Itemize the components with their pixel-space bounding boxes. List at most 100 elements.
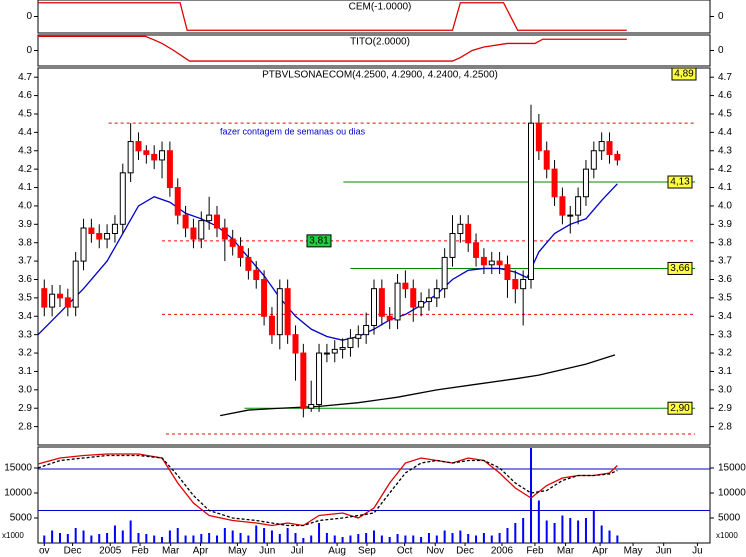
y-tick-label-right: 4.0: [718, 201, 732, 212]
volume-bar: [435, 535, 438, 543]
candle-body: [229, 238, 236, 247]
candle-body: [496, 260, 503, 266]
candle-body: [72, 260, 79, 308]
volume-bar: [129, 520, 132, 543]
volume-bar: [561, 515, 564, 543]
unit-label: x1000: [2, 531, 24, 540]
volume-bar: [608, 530, 611, 543]
candle-body: [386, 315, 393, 321]
moving-average: [220, 354, 616, 417]
candle-body: [363, 324, 370, 336]
candle-body: [261, 278, 268, 317]
candle-body: [64, 297, 71, 308]
volume-bar: [569, 518, 572, 543]
volume-bar: [545, 520, 548, 543]
x-tick-label: May: [624, 546, 643, 557]
candle-body: [300, 352, 307, 409]
x-tick-label: Apr: [193, 546, 209, 557]
level-label-box: [306, 234, 332, 248]
x-tick-label: Feb: [526, 546, 544, 557]
candle-body: [49, 293, 56, 308]
candle-body: [449, 233, 456, 258]
candle-body: [339, 347, 346, 350]
candle-body: [433, 288, 440, 299]
y-tick-label-right: 4.7: [718, 72, 732, 83]
volume-bar: [522, 518, 525, 543]
y-tick-label: 3.3: [18, 329, 32, 340]
volume-bar: [231, 530, 234, 543]
candle-body: [41, 288, 48, 308]
volume-bar: [161, 537, 164, 543]
y-tick-label: 4.7: [18, 72, 32, 83]
volume-bar: [506, 528, 509, 543]
y-tick-label-right: 15000: [718, 463, 746, 474]
candle-body: [488, 260, 495, 266]
y-tick-label-right: 2.8: [718, 421, 732, 432]
x-tick-label: Dec: [64, 546, 82, 557]
x-tick-label: Oct: [397, 546, 413, 557]
y-tick-label: 4.1: [18, 182, 32, 193]
volume-bar: [365, 533, 368, 543]
candle-body: [127, 141, 134, 174]
top-label: 4,89: [674, 69, 694, 80]
y-tick-label: 4.2: [18, 164, 32, 175]
x-tick-label: Apr: [592, 546, 608, 557]
volume-bar: [215, 535, 218, 543]
y-tick-label: 3.1: [18, 366, 32, 377]
volume-bar: [208, 533, 211, 543]
x-tick-label: Ju: [692, 546, 703, 557]
volume-bar: [443, 530, 446, 543]
y-tick-label: 3.2: [18, 348, 32, 359]
unit-label-right: x1000: [716, 531, 738, 540]
volume-bar: [302, 538, 305, 543]
volume-bar: [404, 535, 407, 543]
y-tick-label: 3.5: [18, 293, 32, 304]
volume-bar: [396, 534, 399, 543]
y-tick-label: 0: [26, 11, 32, 22]
volume-bar: [341, 537, 344, 543]
candle-body: [206, 214, 213, 222]
y-tick-label: 3.8: [18, 237, 32, 248]
volume-bar: [294, 533, 297, 543]
candle-body: [473, 242, 480, 258]
volume-bar: [537, 500, 540, 543]
y-tick-label-right: 3.1: [718, 366, 732, 377]
volume-bar: [498, 533, 501, 543]
level-label: 2,90: [670, 403, 690, 414]
y-tick-label-right: 3.8: [718, 237, 732, 248]
volume-bar: [553, 523, 556, 543]
volume-bar: [270, 530, 273, 543]
x-tick-label: 2006: [491, 546, 514, 557]
volume-bar: [184, 535, 187, 543]
y-tick-label: 4.3: [18, 145, 32, 156]
volume-bar: [192, 535, 195, 543]
candle-body: [606, 141, 613, 155]
candle-body: [88, 227, 95, 235]
volume-bar: [137, 533, 140, 543]
candle-body: [284, 288, 291, 336]
y-tick-label-right: 4.4: [718, 127, 732, 138]
panel-frame: [37, 67, 711, 446]
volume-bar: [255, 525, 258, 543]
y-tick-label-right: 0: [718, 45, 724, 56]
candle-body: [190, 227, 197, 240]
top-label-box: [671, 67, 697, 81]
volume-bar: [106, 533, 109, 543]
y-tick-label-right: 3.6: [718, 274, 732, 285]
candle-body: [245, 256, 252, 271]
volume-bar: [153, 535, 156, 543]
candle-body: [559, 196, 566, 216]
volume-bar: [200, 534, 203, 543]
candle-body: [371, 288, 377, 326]
volume-bar: [223, 528, 226, 543]
candle-body: [590, 150, 597, 170]
volume-bar: [530, 448, 533, 543]
x-tick-label: Mar: [162, 546, 180, 557]
candle-body: [378, 288, 385, 317]
volume-bar: [176, 528, 179, 543]
candle-body: [292, 334, 299, 354]
candle-body: [213, 214, 220, 229]
candle-body: [237, 245, 244, 258]
candle-body: [512, 278, 519, 290]
y-tick-label-right: 4.6: [718, 90, 732, 101]
